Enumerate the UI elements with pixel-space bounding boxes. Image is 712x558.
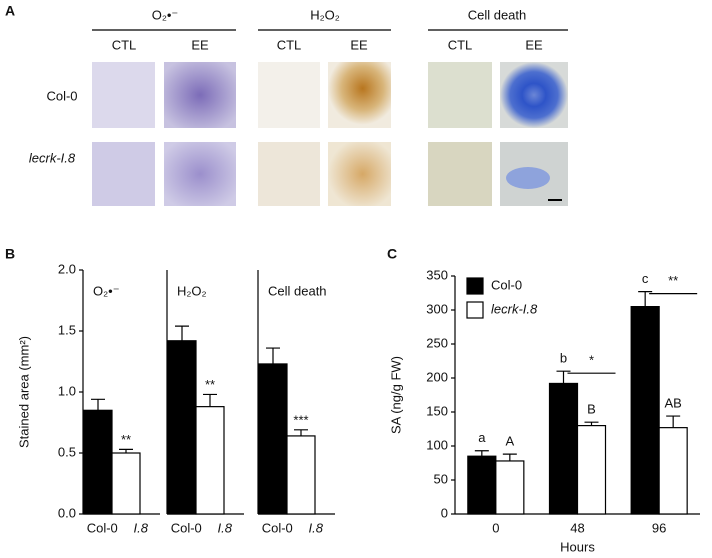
column-label: EE: [191, 37, 209, 52]
y-axis-label: Stained area (mm²): [16, 336, 31, 448]
chart-title: H₂O₂: [177, 283, 207, 298]
significance: **: [121, 432, 131, 447]
panel-label: B: [5, 246, 15, 262]
micrograph: [258, 142, 320, 206]
micrograph: [428, 142, 492, 206]
panel-label: C: [387, 246, 397, 262]
legend-swatch: [466, 301, 484, 319]
micrograph: [164, 142, 236, 206]
micrograph: [328, 62, 391, 128]
x-tick-label: 0: [492, 520, 499, 535]
legend-swatch: [466, 277, 484, 295]
bar: [495, 460, 525, 515]
error-bar: [638, 291, 653, 307]
panel-label: A: [5, 3, 15, 19]
x-tick-label: Col-0: [171, 520, 202, 535]
significance: ***: [293, 412, 308, 427]
micrographs: [92, 62, 568, 206]
y-tick-label: 1.0: [58, 383, 76, 398]
group-letter: a: [478, 430, 486, 445]
group-letter: B: [587, 402, 596, 417]
bar: [258, 363, 288, 515]
y-tick-label: 200: [426, 369, 448, 384]
panel-a-headers: O₂•⁻ H₂O₂ Cell death CTL EE CTL EE CTL E…: [29, 7, 568, 165]
significance: **: [205, 377, 215, 392]
error-bar: [119, 448, 133, 453]
error-bar: [203, 393, 217, 407]
error-bar: [666, 415, 681, 428]
row-label: Col-0: [46, 88, 77, 103]
micrograph: [164, 62, 236, 128]
error-bar: [584, 421, 599, 426]
y-tick-label: 1.5: [58, 322, 76, 337]
group-letter: AB: [664, 396, 681, 411]
group-letter: c: [642, 271, 649, 286]
column-label: CTL: [448, 37, 473, 52]
stain: [506, 167, 550, 189]
y-tick-label: 0.5: [58, 444, 76, 459]
column-label: EE: [525, 37, 543, 52]
bar: [286, 435, 316, 515]
micrograph: [258, 62, 320, 128]
error-bar: [502, 453, 517, 461]
bar: [111, 452, 141, 515]
y-tick-label: 150: [426, 403, 448, 418]
column-label: CTL: [112, 37, 137, 52]
bar: [195, 406, 225, 515]
error-bar: [474, 450, 489, 457]
micrograph: [428, 62, 492, 128]
bar: [658, 427, 688, 515]
group-title: O₂•⁻: [152, 7, 179, 22]
x-tick-label: Col-0: [87, 520, 118, 535]
error-bar: [91, 398, 105, 411]
x-tick-label: I.8: [134, 520, 149, 535]
y-tick-label: 100: [426, 437, 448, 452]
bar: [576, 425, 607, 515]
x-axis-label: Hours: [560, 539, 595, 554]
bar: [83, 409, 113, 515]
bar: [467, 455, 497, 515]
x-tick-label: 96: [652, 520, 666, 535]
significance: **: [668, 273, 678, 288]
row-label: lecrk-I.8: [29, 150, 76, 165]
chart-title: O₂•⁻: [93, 283, 120, 298]
micrograph: [328, 142, 391, 206]
x-tick-label: 48: [570, 520, 584, 535]
y-tick-label: 250: [426, 335, 448, 350]
micrograph: [92, 142, 155, 206]
bar: [548, 382, 579, 515]
column-label: CTL: [277, 37, 302, 52]
legend-label: Col-0: [491, 277, 522, 292]
significance: *: [589, 353, 594, 368]
group-letter: A: [505, 434, 514, 449]
legend-label: lecrk-I.8: [491, 301, 538, 316]
x-tick-label: Col-0: [262, 520, 293, 535]
y-axis-label: SA (ng/g FW): [388, 356, 403, 434]
group-title: Cell death: [468, 7, 527, 22]
y-tick-label: 300: [426, 301, 448, 316]
y-tick-label: 350: [426, 267, 448, 282]
bar: [167, 340, 197, 515]
y-tick-label: 2.0: [58, 261, 76, 276]
x-tick-label: I.8: [218, 520, 233, 535]
group-letter: b: [560, 351, 567, 366]
y-tick-label: 0: [441, 505, 448, 520]
error-bar: [556, 370, 571, 384]
x-tick-label: I.8: [309, 520, 324, 535]
error-bar: [266, 347, 280, 364]
micrograph: [92, 62, 155, 128]
y-tick-label: 50: [434, 471, 448, 486]
micrograph: [500, 62, 568, 128]
column-label: EE: [350, 37, 368, 52]
error-bar: [175, 325, 189, 341]
y-tick-label: 0.0: [58, 505, 76, 520]
group-title: H₂O₂: [310, 7, 340, 22]
error-bar: [294, 429, 308, 436]
bar: [630, 306, 660, 515]
chart-title: Cell death: [268, 283, 327, 298]
